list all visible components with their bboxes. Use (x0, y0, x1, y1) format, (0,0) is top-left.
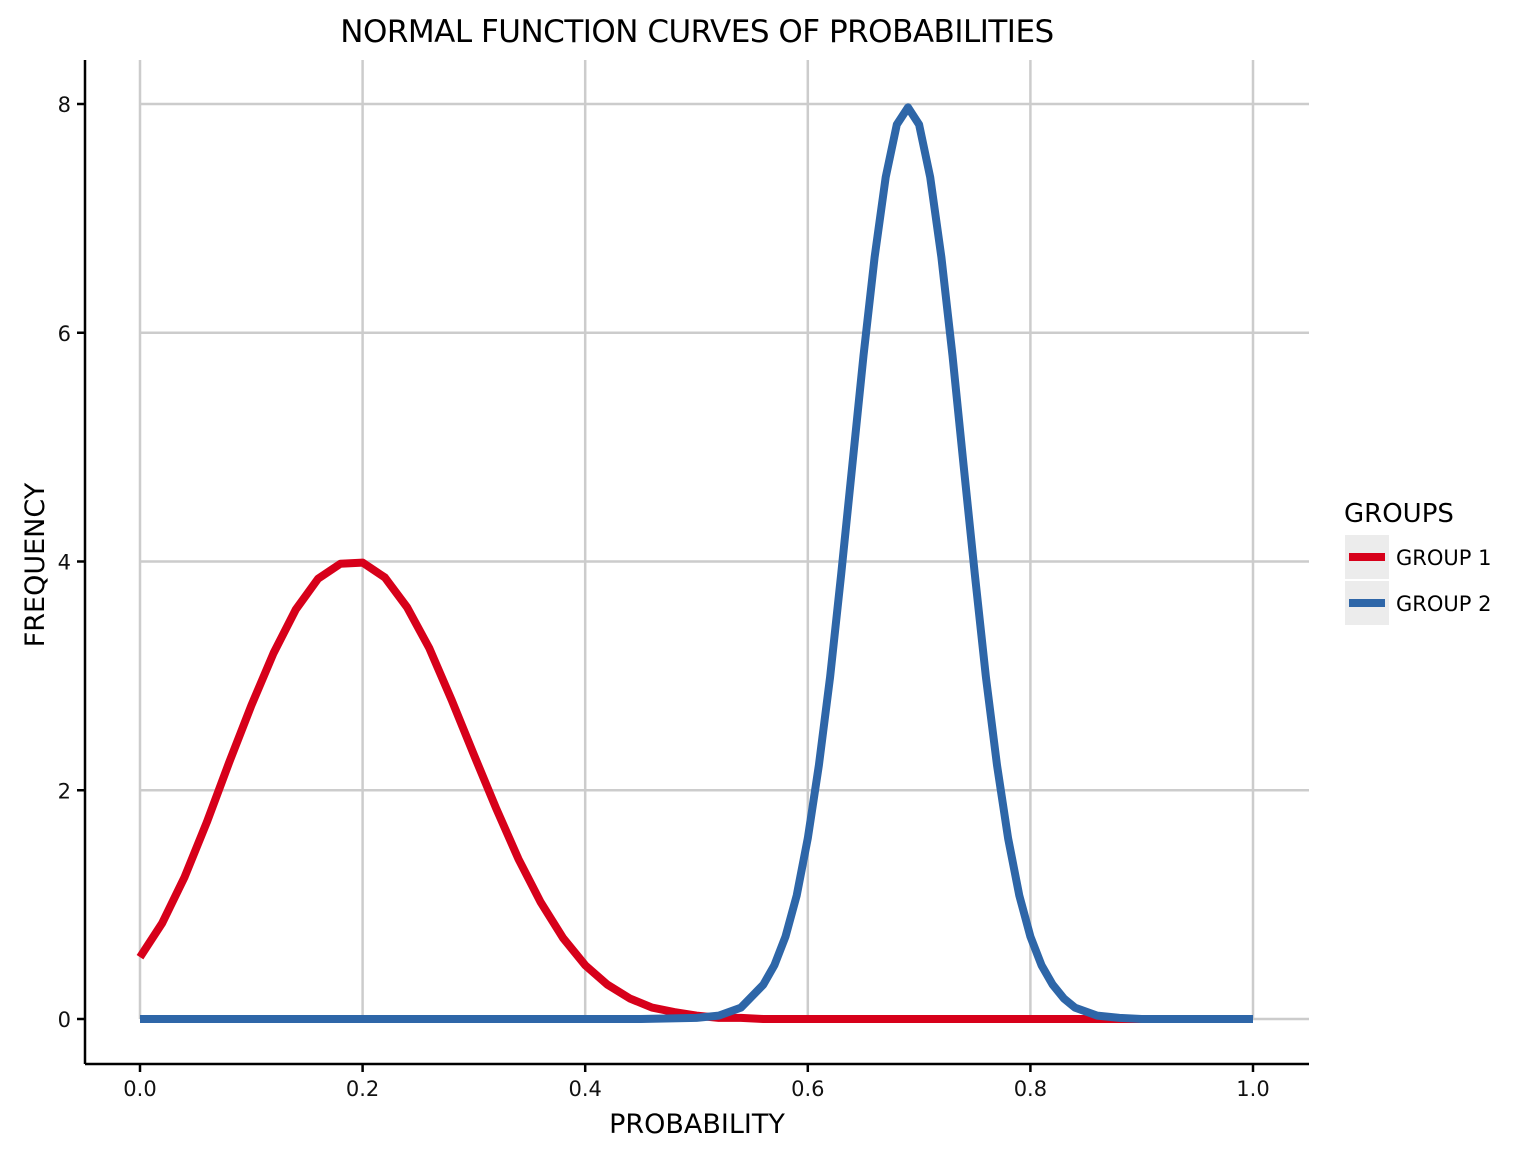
legend-title: GROUPS (1344, 499, 1454, 529)
x-tick-label: 1.0 (1236, 1077, 1269, 1101)
legend-label: GROUP 2 (1396, 592, 1491, 616)
grid (138, 60, 1309, 1021)
axes (77, 60, 1309, 1072)
x-tick-label: 0.4 (568, 1077, 601, 1101)
y-tick-label: 4 (58, 551, 71, 575)
y-tick-label: 0 (58, 1008, 71, 1032)
series-lines (136, 103, 1253, 1023)
x-axis-title: PROBABILITY (609, 1109, 785, 1140)
series-line-2 (140, 103, 1253, 1023)
x-tick-label: 0.6 (791, 1077, 824, 1101)
y-axis-ticks: 0 2 4 6 8 (58, 93, 71, 1032)
legend-label: GROUP 1 (1396, 546, 1491, 570)
x-tick-label: 0.8 (1014, 1077, 1047, 1101)
x-tick-label: 0.0 (123, 1077, 156, 1101)
legend: GROUPS GROUP 1 GROUP 2 (1344, 499, 1491, 625)
x-axis-ticks: 0.0 0.2 0.4 0.6 0.8 1.0 (123, 1077, 1269, 1101)
x-tick-label: 0.2 (346, 1077, 379, 1101)
y-tick-label: 8 (58, 93, 71, 117)
y-tick-label: 6 (58, 322, 71, 346)
y-tick-label: 2 (58, 779, 71, 803)
chart-title: NORMAL FUNCTION CURVES OF PROBABILITIES (340, 14, 1053, 50)
series-line-1 (136, 558, 1253, 1023)
y-axis-title: FREQUENCY (20, 482, 51, 647)
